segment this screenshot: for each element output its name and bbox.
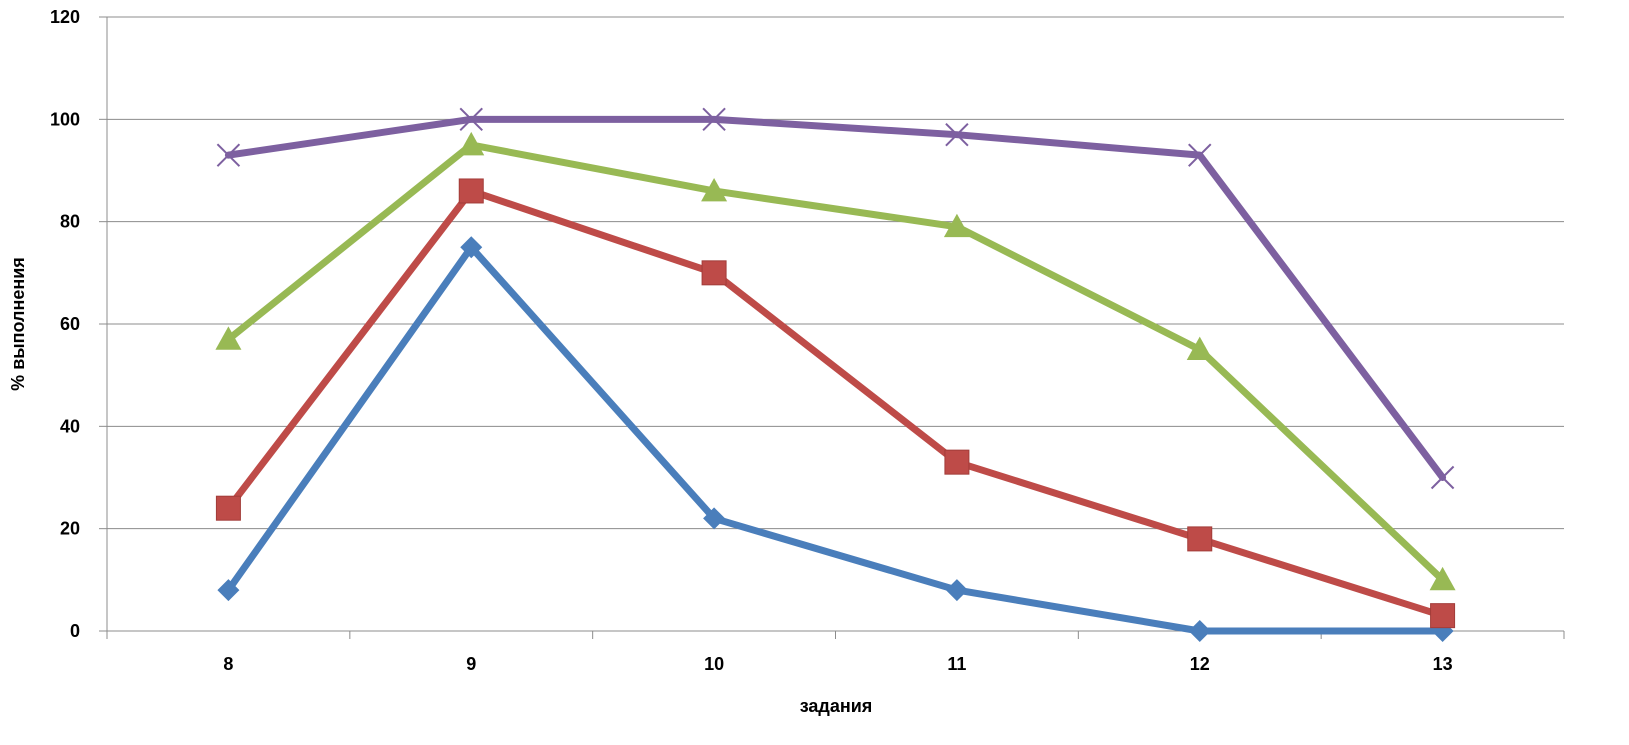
x-tick-label: 13 [1433,654,1453,674]
x-marker-stroke [1188,143,1212,167]
data-point-square [215,495,241,521]
y-tick-label: 100 [50,109,80,129]
y-tick-label: 0 [70,621,80,641]
data-point-triangle [215,326,242,350]
y-axis-title: % выполнения [8,257,28,391]
x-tick-label: 11 [947,654,966,674]
data-point-diamond [460,236,483,259]
data-point-square [1187,526,1213,552]
data-point-diamond [217,579,240,602]
data-point-x [216,143,241,167]
y-tick-label: 120 [50,7,80,27]
data-point-diamond [1188,620,1211,642]
x-marker-stroke [945,122,969,147]
axes [99,16,1565,639]
gridlines [107,16,1564,530]
series-line-4 [224,115,1447,481]
data-point-x [1188,143,1212,167]
x-marker-stroke [459,107,483,132]
x-tick-label: 12 [1190,654,1210,674]
series-line-3 [224,141,1447,584]
x-tick-label: 10 [704,654,724,674]
y-tick-label: 40 [60,416,80,436]
series-line-1 [224,243,1447,635]
x-marker-stroke [702,107,726,132]
data-point-triangle [458,131,485,156]
y-tick-label: 60 [60,314,80,334]
data-point-x [459,107,483,132]
x-marker-stroke [1430,465,1455,490]
data-point-x [1430,465,1455,490]
data-point-square [944,449,970,475]
x-tick-label: 8 [223,654,233,674]
series-line-2 [224,187,1447,620]
data-point-square [701,260,727,286]
data-point-triangle [1429,566,1456,591]
data-point-diamond [945,579,968,602]
data-point-triangle [701,177,728,202]
y-tick-label: 20 [60,519,80,539]
data-point-square [1430,603,1456,629]
x-tick-label: 9 [466,654,476,674]
tick-labels: 0 20 40 60 80 100 120 8 9 10 11 12 13 [50,7,1453,674]
data-point-x [945,122,969,147]
data-point-x [702,107,726,132]
y-tick-label: 80 [60,212,80,232]
data-point-triangle [943,213,970,238]
data-point-square [458,178,484,204]
data-point-diamond [703,507,726,530]
data-markers [215,107,1456,642]
x-axis-title: задания [800,696,873,716]
data-point-triangle [1186,336,1213,360]
x-marker-stroke [216,143,241,167]
series-lines [224,115,1447,635]
